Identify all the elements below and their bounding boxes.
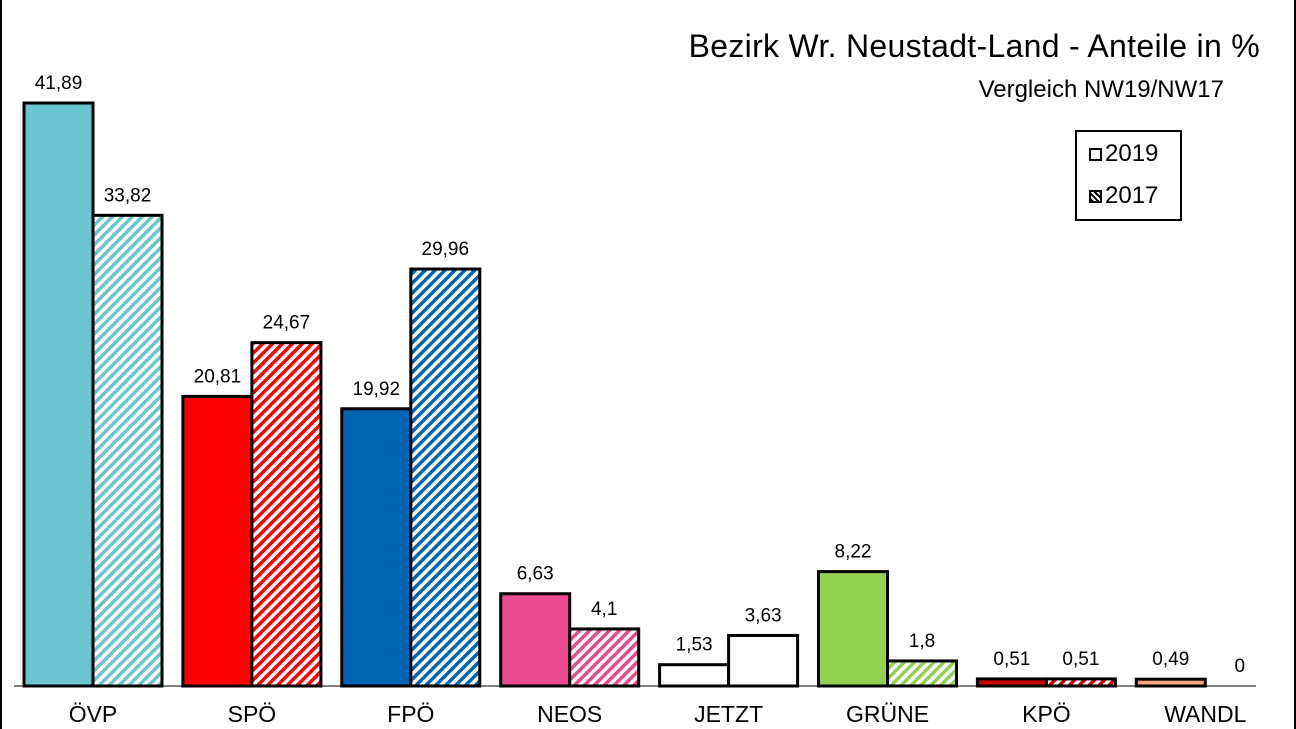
value-label-wandl-2019: 0,49 (1152, 649, 1189, 670)
legend-item-2019: 2019 (1089, 140, 1158, 168)
bar-grüne-2019 (817, 570, 889, 688)
value-label-spö-2019: 20,81 (194, 366, 242, 387)
bar-neos-2017 (568, 627, 641, 688)
chart-title: Bezirk Wr. Neustadt-Land - Anteile in % (688, 28, 1260, 64)
legend-label-2019: 2019 (1105, 140, 1159, 167)
legend-swatch-2019 (1089, 147, 1102, 161)
value-label-övp-2017: 33,82 (104, 185, 152, 206)
bar-fpö-2019 (340, 407, 413, 688)
value-label-jetzt-2017: 3,63 (745, 605, 782, 626)
category-label-spö: SPÖ (228, 701, 277, 727)
bar-neos-2019 (499, 592, 572, 688)
category-label-fpö: FPÖ (387, 701, 434, 727)
value-labels-layer: 41,89 33,82 20,81 24,67 19,92 29,96 6,63 4,1 1,5… (35, 73, 1245, 677)
value-label-grüne-2017: 1,8 (909, 631, 935, 652)
bars-layer (22, 101, 1207, 688)
bar-wandl-2019 (1134, 677, 1207, 688)
bar-spö-2017 (250, 341, 323, 688)
value-label-spö-2017: 24,67 (263, 313, 311, 334)
bar-grüne-2017 (886, 659, 958, 688)
category-label-jetzt: JETZT (694, 701, 763, 727)
chart-subtitle: Vergleich NW19/NW17 (978, 76, 1224, 103)
value-label-fpö-2017: 29,96 (422, 239, 470, 260)
bar-fpö-2017 (409, 267, 482, 688)
legend-label-2017: 2017 (1105, 182, 1159, 209)
value-label-neos-2017: 4,1 (591, 599, 617, 620)
bar-övp-2019 (22, 101, 95, 688)
bar-kpö-2019 (975, 677, 1048, 688)
legend: 2019 2017 (1075, 130, 1182, 221)
bar-spö-2019 (181, 394, 254, 688)
category-label-kpö: KPÖ (1022, 701, 1071, 727)
bar-övp-2017 (91, 213, 164, 688)
legend-item-2017: 2017 (1089, 182, 1158, 210)
value-label-kpö-2017: 0,51 (1062, 649, 1099, 670)
category-label-övp: ÖVP (69, 701, 118, 727)
category-labels-layer: ÖVP SPÖ FPÖ NEOS JETZT GRÜNE KPÖ WANDL (69, 701, 1247, 727)
category-label-neos: NEOS (537, 701, 602, 727)
bar-jetzt-2019 (658, 663, 731, 688)
value-label-fpö-2019: 19,92 (353, 379, 401, 400)
value-label-övp-2019: 41,89 (35, 73, 83, 94)
bar-kpö-2017 (1044, 677, 1117, 688)
category-label-grüne: GRÜNE (846, 701, 929, 727)
value-label-grüne-2019: 8,22 (835, 542, 872, 563)
value-label-jetzt-2019: 1,53 (676, 635, 713, 656)
category-label-wandl: WANDL (1164, 701, 1246, 727)
value-label-wandl-2017: 0 (1235, 656, 1246, 677)
value-label-kpö-2019: 0,51 (993, 649, 1030, 670)
legend-swatch-2017 (1089, 189, 1102, 203)
value-label-neos-2019: 6,63 (517, 564, 554, 585)
bar-jetzt-2017 (727, 633, 800, 688)
